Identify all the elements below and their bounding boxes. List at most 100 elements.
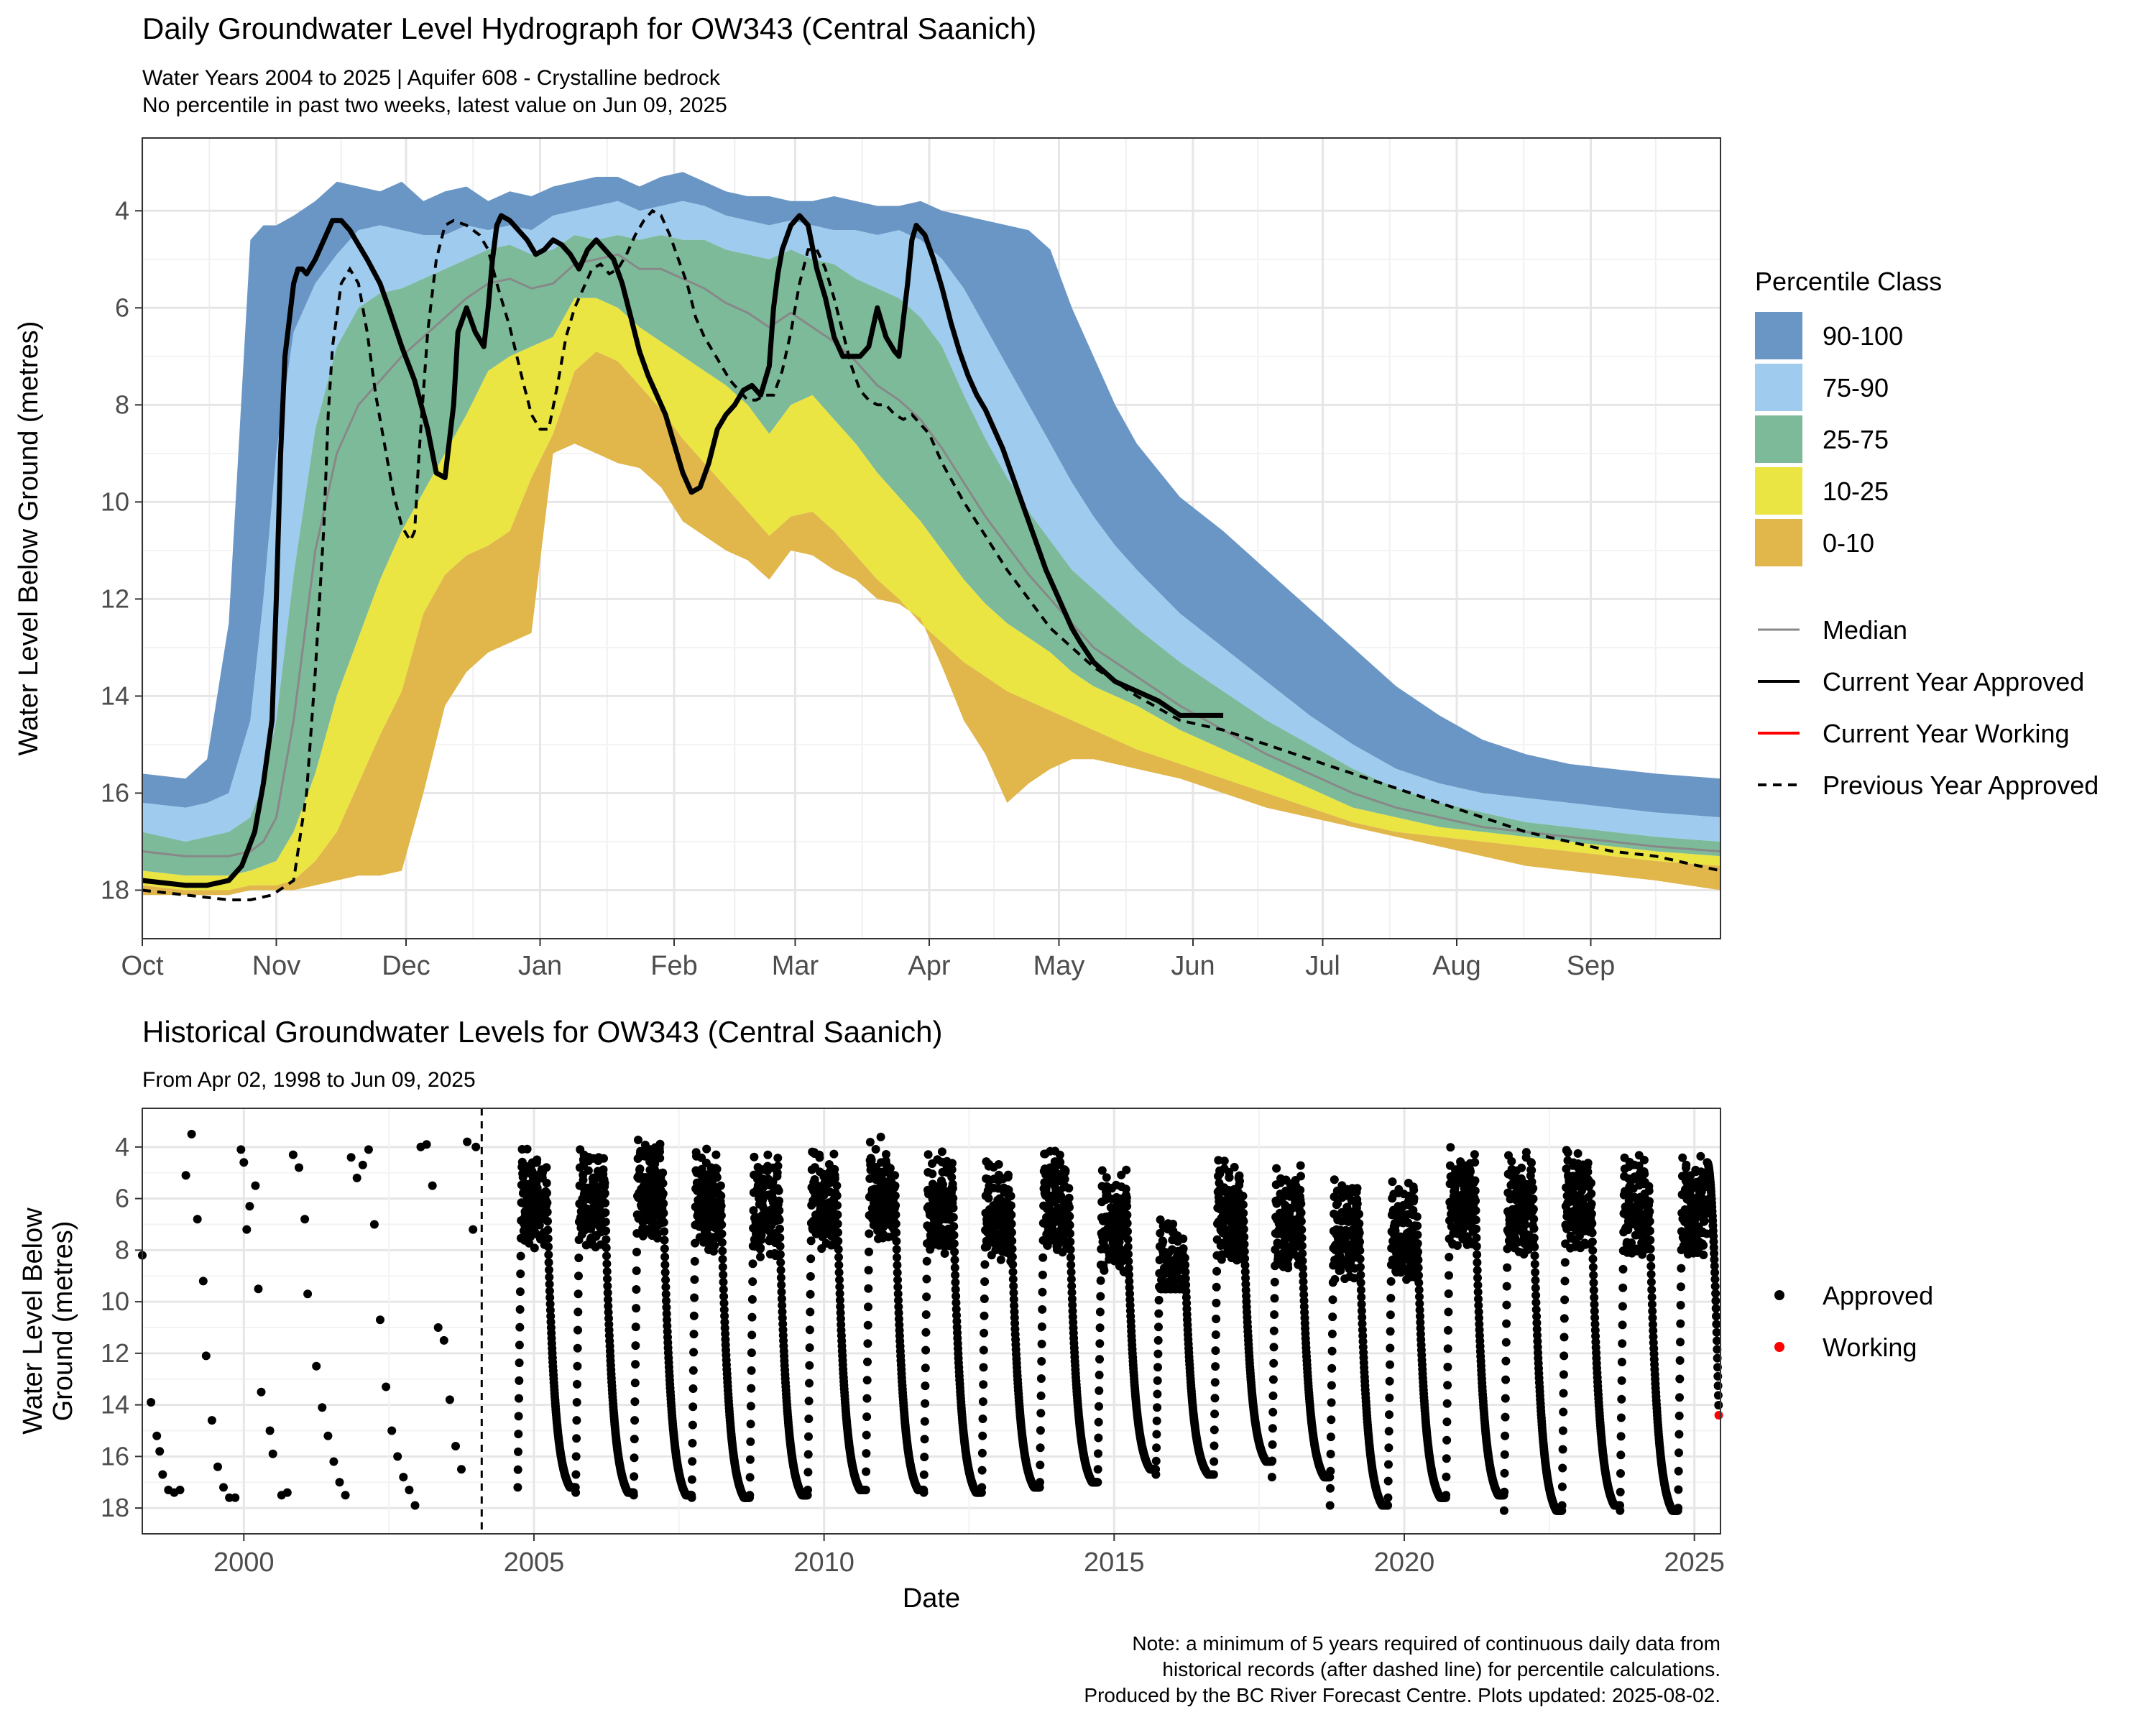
approved-point — [662, 1303, 671, 1312]
approved-point — [312, 1361, 321, 1371]
approved-point — [1385, 1410, 1393, 1420]
approved-point — [1583, 1159, 1593, 1168]
approved-point — [949, 1194, 958, 1203]
approved-point — [1268, 1375, 1278, 1384]
approved-point — [712, 1164, 722, 1174]
approved-point — [602, 1251, 611, 1261]
approved-point — [1008, 1274, 1018, 1284]
approved-point — [1573, 1149, 1583, 1158]
approved-point — [659, 1199, 668, 1208]
y-tick-label: 18 — [101, 875, 129, 904]
approved-point — [994, 1160, 1003, 1169]
approved-point — [288, 1150, 298, 1159]
approved-point — [1036, 1460, 1045, 1470]
approved-point — [1152, 1443, 1161, 1453]
history-title: Historical Groundwater Levels for OW343 … — [142, 1015, 942, 1049]
approved-point — [201, 1351, 211, 1361]
approved-point — [894, 1296, 903, 1305]
x-tick-label: Feb — [650, 951, 697, 981]
hydrograph-plot-border — [142, 137, 1721, 939]
approved-point — [829, 1149, 839, 1159]
approved-point — [1268, 1424, 1277, 1433]
approved-point — [1151, 1470, 1161, 1479]
approved-point — [1095, 1371, 1104, 1379]
approved-point — [1094, 1417, 1103, 1427]
approved-point — [265, 1426, 275, 1435]
approved-point — [631, 1360, 640, 1369]
approved-point — [544, 1258, 553, 1267]
approved-point — [1298, 1249, 1307, 1258]
approved-point — [1210, 1394, 1220, 1403]
approved-point — [951, 1285, 960, 1294]
previous-year-line — [142, 208, 1721, 901]
approved-point — [1296, 1199, 1306, 1208]
approved-point — [920, 1417, 929, 1426]
approved-point — [1055, 1150, 1064, 1159]
approved-point — [574, 1271, 583, 1281]
approved-point — [1499, 1506, 1508, 1515]
approved-point — [718, 1254, 727, 1264]
approved-point — [1384, 1427, 1393, 1436]
percentile-band-25-75 — [142, 235, 1720, 876]
approved-point — [835, 1275, 844, 1284]
approved-point — [158, 1470, 167, 1479]
approved-point — [1414, 1247, 1422, 1256]
approved-point — [1122, 1165, 1131, 1174]
approved-point — [1413, 1221, 1422, 1230]
approved-point — [951, 1278, 960, 1287]
approved-point — [778, 1307, 787, 1317]
approved-point — [571, 1488, 581, 1497]
approved-point — [756, 1243, 765, 1253]
x-tick-label: Dec — [382, 951, 430, 981]
approved-point — [152, 1431, 162, 1440]
approved-point — [1038, 1287, 1047, 1297]
approved-point — [871, 1145, 880, 1154]
approved-point — [1587, 1200, 1596, 1208]
approved-point — [634, 1136, 642, 1144]
approved-point — [719, 1299, 729, 1308]
approved-point — [891, 1210, 900, 1220]
approved-point — [749, 1206, 758, 1215]
x-tick-label: Sep — [1567, 951, 1616, 981]
approved-point — [1065, 1220, 1074, 1230]
approved-point — [702, 1144, 711, 1154]
approved-point — [655, 1154, 665, 1163]
approved-point — [921, 1363, 930, 1373]
approved-point — [1235, 1177, 1244, 1186]
approved-point — [1501, 1412, 1510, 1422]
approved-point — [885, 1164, 895, 1173]
approved-point — [1210, 1409, 1220, 1419]
approved-point — [980, 1294, 989, 1303]
approved-point — [947, 1165, 957, 1174]
approved-point — [719, 1292, 729, 1301]
approved-point — [977, 1448, 987, 1458]
approved-point — [1473, 1266, 1482, 1275]
approved-point — [747, 1330, 757, 1340]
approved-point — [1151, 1456, 1161, 1466]
approved-point — [805, 1361, 814, 1370]
approved-point — [1003, 1170, 1013, 1179]
approved-point — [1153, 1335, 1163, 1345]
approved-point — [1446, 1143, 1455, 1152]
approved-point — [690, 1293, 699, 1302]
approved-point — [711, 1150, 721, 1159]
approved-point — [747, 1348, 756, 1358]
approved-point — [1269, 1358, 1279, 1368]
approved-point — [1442, 1454, 1451, 1463]
approved-point — [746, 1437, 755, 1446]
approved-point — [804, 1414, 814, 1423]
approved-point — [1125, 1270, 1133, 1279]
approved-point — [747, 1366, 756, 1375]
approved-point — [719, 1285, 728, 1294]
approved-point — [865, 1247, 873, 1256]
approved-point — [921, 1399, 930, 1408]
approved-point — [239, 1158, 249, 1167]
approved-point — [1095, 1307, 1105, 1317]
approved-point — [719, 1277, 728, 1287]
approved-point — [1239, 1208, 1248, 1218]
approved-point — [1268, 1456, 1277, 1466]
approved-point — [1409, 1194, 1419, 1203]
approved-point — [688, 1402, 698, 1412]
approved-point — [1297, 1241, 1307, 1251]
